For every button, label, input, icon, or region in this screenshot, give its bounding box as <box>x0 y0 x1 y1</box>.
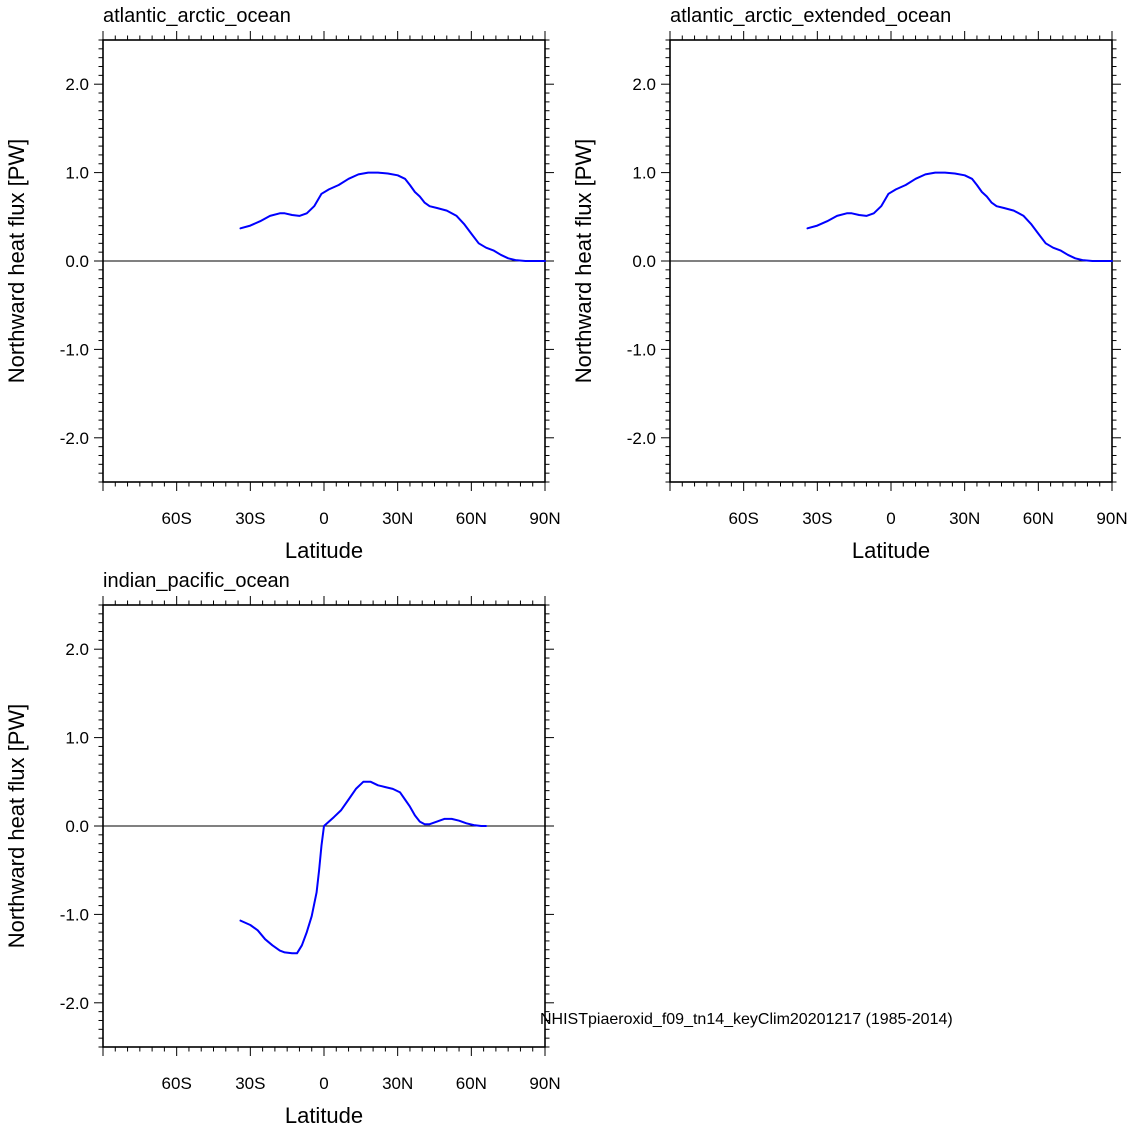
x-axis-label: Latitude <box>285 538 363 563</box>
x-axis-label: Latitude <box>852 538 930 563</box>
x-tick-label: 60S <box>162 509 192 528</box>
y-tick-label: -2.0 <box>60 429 89 448</box>
panel-title: atlantic_arctic_extended_ocean <box>670 5 951 27</box>
x-tick-label: 60N <box>456 509 487 528</box>
y-tick-label: 0.0 <box>65 817 89 836</box>
x-tick-label: 0 <box>319 1074 328 1093</box>
x-tick-label: 0 <box>319 509 328 528</box>
y-tick-label: -2.0 <box>60 994 89 1013</box>
y-tick-label: 1.0 <box>65 164 89 183</box>
x-tick-label: 30N <box>382 509 413 528</box>
panel-title: indian_pacific_ocean <box>103 570 290 592</box>
y-tick-label: 1.0 <box>65 729 89 748</box>
x-tick-label: 30N <box>382 1074 413 1093</box>
x-tick-label: 30S <box>235 509 265 528</box>
x-tick-label: 90N <box>529 509 560 528</box>
y-tick-label: -1.0 <box>627 340 656 359</box>
x-tick-label: 90N <box>529 1074 560 1093</box>
series-line <box>806 171 1113 262</box>
x-tick-label: 90N <box>1096 509 1127 528</box>
y-tick-label: -1.0 <box>60 905 89 924</box>
y-axis-label: Northward heat flux [PW] <box>4 704 29 949</box>
y-tick-label: -1.0 <box>60 340 89 359</box>
x-tick-label: 0 <box>886 509 895 528</box>
panel-3: indian_pacific_ocean 2.0 1.0 0.0 -1.0 -2.0 60S… <box>4 570 561 1128</box>
y-axis-label: Northward heat flux [PW] <box>571 139 596 384</box>
y-axis-label: Northward heat flux [PW] <box>4 139 29 384</box>
x-tick-label: 60S <box>162 1074 192 1093</box>
x-tick-label: 60S <box>729 509 759 528</box>
y-tick-label: 0.0 <box>65 252 89 271</box>
y-tick-label: 2.0 <box>65 640 89 659</box>
x-tick-label: 60N <box>456 1074 487 1093</box>
x-axis-label: Latitude <box>285 1103 363 1128</box>
series-line <box>239 780 488 955</box>
x-tick-label: 30S <box>802 509 832 528</box>
y-tick-label: -2.0 <box>627 429 656 448</box>
y-tick-label: 2.0 <box>632 75 656 94</box>
y-tick-label: 1.0 <box>632 164 656 183</box>
panel-1: atlantic_arctic_ocean 2.0 1.0 0.0 -1.0 -2.0 60… <box>4 5 561 563</box>
series-line <box>239 171 546 262</box>
legend-label: NHISTpiaeroxid_f09_tn14_keyClim20201217 … <box>540 1011 953 1028</box>
x-tick-label: 30S <box>235 1074 265 1093</box>
panel-title: atlantic_arctic_ocean <box>103 5 291 27</box>
y-tick-label: 2.0 <box>65 75 89 94</box>
y-tick-label: 0.0 <box>632 252 656 271</box>
x-tick-label: 60N <box>1023 509 1054 528</box>
panel-2: atlantic_arctic_extended_ocean 2.0 1.0 0.0 -… <box>571 5 1128 563</box>
x-tick-label: 30N <box>949 509 980 528</box>
